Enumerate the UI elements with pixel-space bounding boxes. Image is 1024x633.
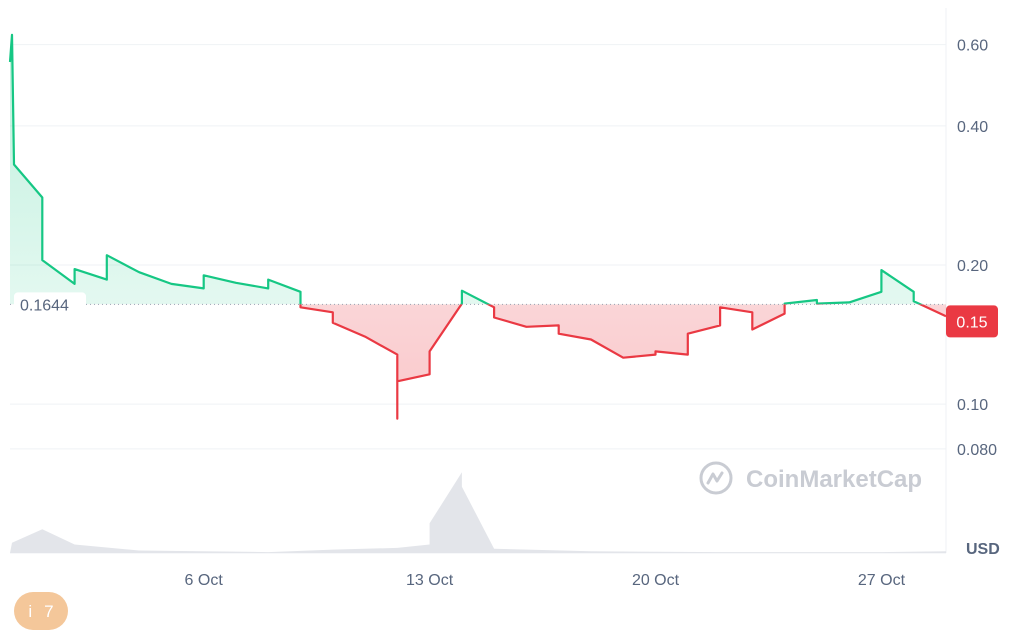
price-line-above [8, 33, 924, 305]
reference-price-label: 0.1644 [20, 297, 69, 314]
y-tick-label: 0.080 [957, 442, 997, 459]
info-badge[interactable]: i 7 [14, 592, 68, 630]
coinmarketcap-logo-mark [706, 471, 724, 485]
price-area-below [300, 304, 946, 419]
info-icon: i [28, 601, 33, 621]
x-tick-label: 27 Oct [858, 572, 906, 589]
y-tick-label: 0.10 [957, 397, 988, 414]
coinmarketcap-logo-icon [699, 461, 733, 495]
price-series [8, 33, 947, 420]
volume-area [10, 472, 946, 553]
watermark: CoinMarketCap [699, 461, 922, 495]
x-axis: 6 Oct 13 Oct 20 Oct 27 Oct [185, 572, 906, 589]
x-tick-label: 20 Oct [632, 572, 680, 589]
y-tick-label: 0.60 [957, 38, 988, 55]
volume-fill [10, 472, 946, 553]
price-area-above [10, 34, 946, 305]
current-price-tag [946, 305, 998, 338]
x-tick-label: 6 Oct [185, 572, 224, 589]
reference-line: 0.1644 0.15 [10, 292, 998, 338]
price-line-below [299, 304, 947, 420]
y-axis: 0.60 0.40 0.20 0.10 0.080 [957, 38, 997, 459]
reference-label-bg [14, 292, 86, 317]
current-price-label: 0.15 [956, 314, 987, 331]
currency-unit-label: USD [966, 541, 1000, 558]
y-tick-label: 0.40 [957, 119, 988, 136]
y-tick-label: 0.20 [957, 258, 988, 275]
info-count: 7 [44, 601, 54, 621]
watermark-text: CoinMarketCap [746, 466, 922, 493]
x-tick-label: 13 Oct [406, 572, 454, 589]
